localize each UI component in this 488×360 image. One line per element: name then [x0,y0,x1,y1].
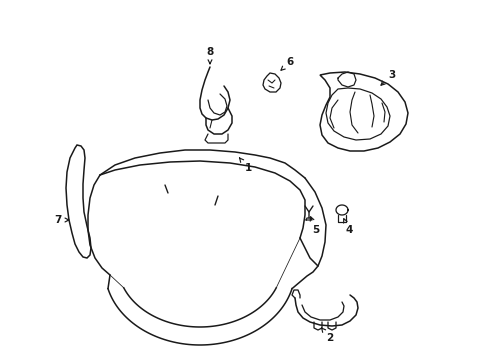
Text: 2: 2 [321,328,333,343]
Text: 4: 4 [343,219,352,235]
Text: 8: 8 [206,47,213,64]
Text: 3: 3 [380,70,395,85]
Text: 1: 1 [239,158,251,173]
Text: 6: 6 [281,57,293,70]
Text: 7: 7 [54,215,69,225]
Text: 5: 5 [309,217,319,235]
